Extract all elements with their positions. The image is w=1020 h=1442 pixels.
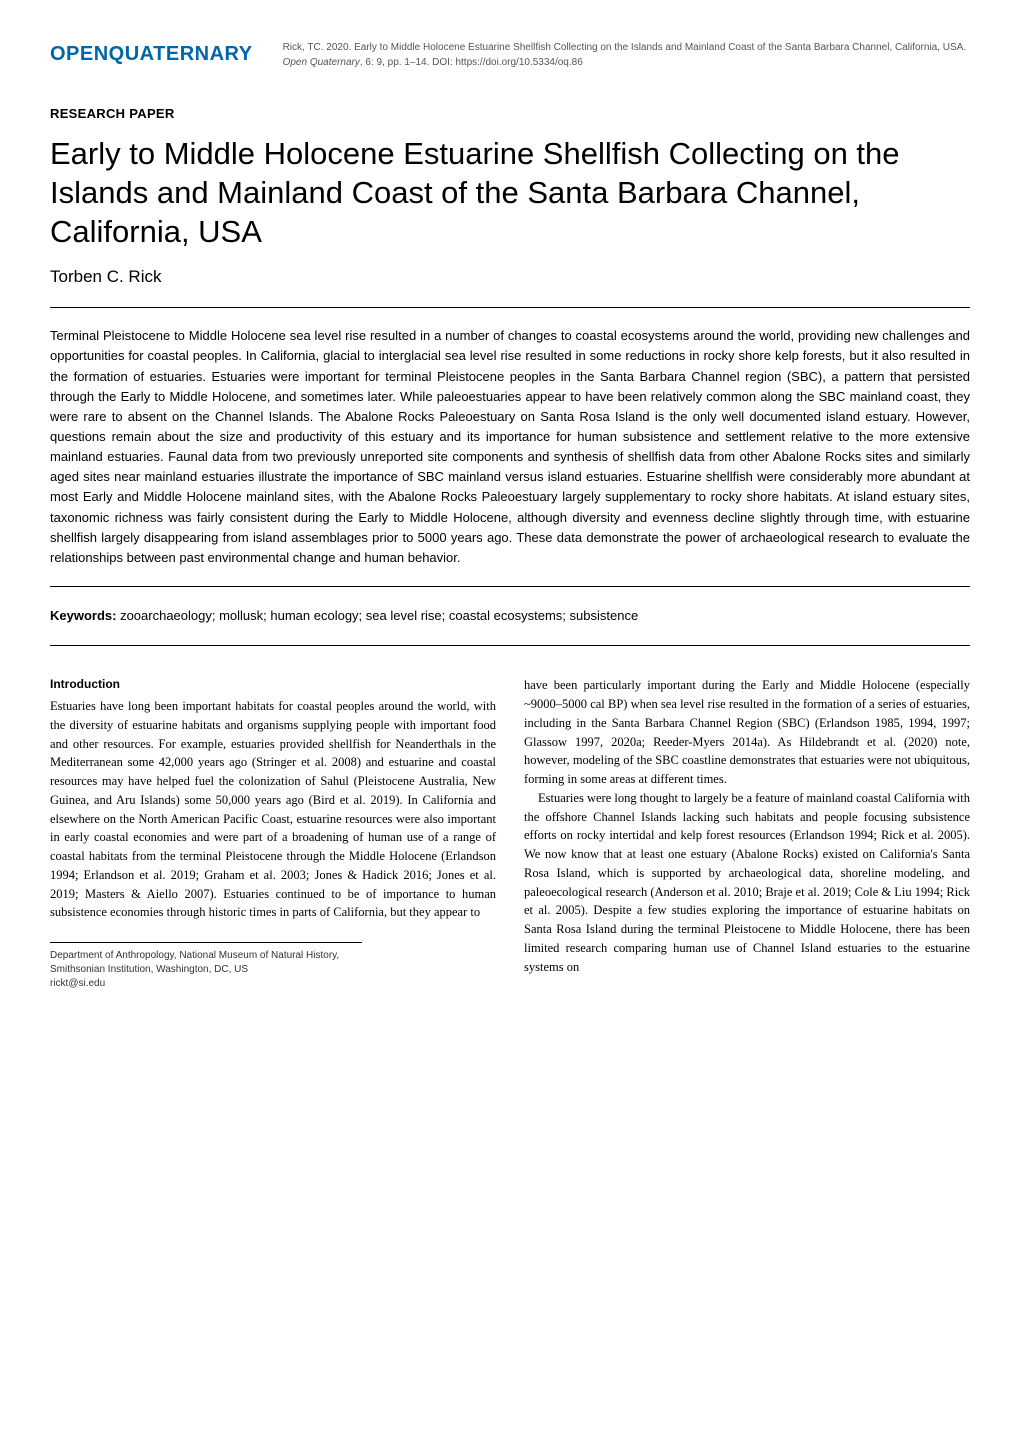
page-title: Early to Middle Holocene Estuarine Shell…	[50, 135, 970, 251]
citation-year: 2020.	[326, 42, 351, 53]
affiliation-text: Department of Anthropology, National Mus…	[50, 949, 362, 977]
section-heading-introduction: Introduction	[50, 676, 496, 693]
header: OPENQUATERNARY Rick, TC. 2020. Early to …	[50, 40, 970, 70]
affiliation-block: Department of Anthropology, National Mus…	[50, 942, 362, 991]
content-columns: Introduction Estuaries have long been im…	[50, 676, 970, 991]
column-right: have been particularly important during …	[524, 676, 970, 991]
keywords-box: Keywords: zooarchaeology; mollusk; human…	[50, 605, 970, 646]
citation-journal: Open Quaternary	[283, 57, 360, 68]
body-text-right: have been particularly important during …	[524, 676, 970, 976]
paragraph: Estuaries were long thought to largely b…	[524, 789, 970, 977]
abstract-box: Terminal Pleistocene to Middle Holocene …	[50, 307, 970, 587]
paper-type: RESEARCH PAPER	[50, 105, 970, 123]
citation-block: Rick, TC. 2020. Early to Middle Holocene…	[283, 40, 970, 70]
keywords-label: Keywords:	[50, 608, 116, 623]
abstract-text: Terminal Pleistocene to Middle Holocene …	[50, 326, 970, 568]
citation-author: Rick, TC.	[283, 42, 324, 53]
keywords-text: zooarchaeology; mollusk; human ecology; …	[116, 608, 638, 623]
citation-title: Early to Middle Holocene Estuarine Shell…	[354, 42, 966, 53]
column-left: Introduction Estuaries have long been im…	[50, 676, 496, 991]
author-email: rickt@si.edu	[50, 977, 362, 991]
body-text-left: Estuaries have long been important habit…	[50, 697, 496, 922]
paragraph: Estuaries have long been important habit…	[50, 697, 496, 922]
journal-name: OPENQUATERNARY	[50, 40, 253, 68]
citation-details: , 6: 9, pp. 1–14. DOI: https://doi.org/1…	[360, 57, 583, 68]
paragraph: have been particularly important during …	[524, 676, 970, 789]
author-name: Torben C. Rick	[50, 265, 970, 289]
